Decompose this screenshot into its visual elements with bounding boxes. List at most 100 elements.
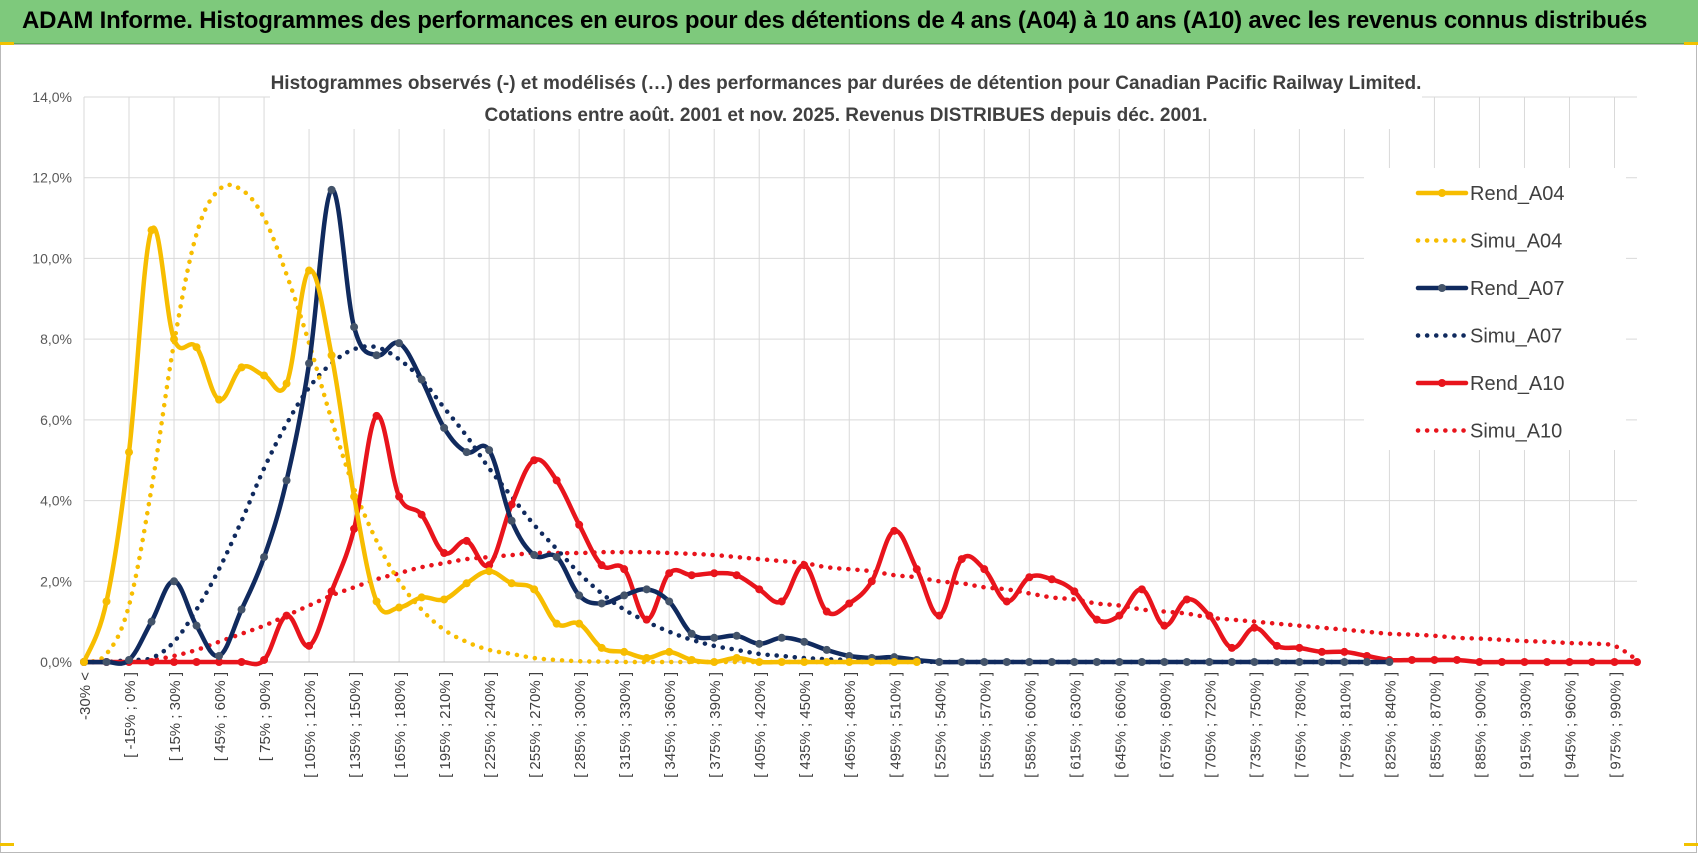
data-point [575, 619, 584, 628]
data-point [980, 565, 989, 574]
data-point [327, 185, 336, 194]
legend-label-Simu_A07: Simu_A07 [1470, 326, 1562, 348]
series-line-Simu_A04 [81, 182, 920, 665]
data-point [440, 423, 449, 432]
data-point [305, 359, 314, 368]
series-Simu_A04 [81, 182, 920, 665]
x-tick-label: [ -15% ; 0% ] [122, 672, 139, 758]
chart-title-background [270, 67, 1422, 129]
data-point [1340, 647, 1349, 656]
x-tick-label: [ 495% ; 510% ] [887, 672, 904, 778]
data-point [822, 645, 831, 654]
data-point [102, 597, 111, 606]
series-Simu_A10 [81, 549, 1640, 665]
y-axis-ticks: 0,0% 2,0% 4,0% 6,0% 8,0% 10,0% 12,0% 14,0% [32, 89, 72, 670]
data-point [710, 658, 719, 666]
data-point [327, 351, 336, 360]
data-point [642, 615, 651, 624]
x-tick-label: [ 165% ; 180% ] [392, 672, 409, 778]
x-tick-label: [ 525% ; 540% ] [932, 672, 949, 778]
data-point [1227, 658, 1236, 666]
x-tick-label: [ 465% ; 480% ] [842, 672, 859, 778]
data-point [1092, 658, 1101, 666]
data-point [350, 524, 359, 533]
data-point [935, 611, 944, 620]
data-point [462, 579, 471, 588]
data-point [1070, 658, 1079, 666]
data-point [507, 579, 516, 588]
legend-marker [1438, 189, 1446, 197]
chart-frame [0, 44, 1697, 853]
x-tick-label: [ 45% ; 60% ] [212, 672, 229, 761]
data-point [80, 658, 88, 666]
data-point [1092, 615, 1101, 624]
data-point [642, 653, 651, 662]
y-tick-label: 14,0% [32, 89, 72, 105]
data-point [102, 658, 111, 666]
x-tick-label: [ 555% ; 570% ] [977, 672, 994, 778]
data-point [237, 605, 246, 614]
y-tick-label: 0,0% [40, 654, 72, 670]
data-point [125, 655, 134, 664]
x-tick-label: [ 765% ; 780% ] [1292, 672, 1309, 778]
y-tick-label: 12,0% [32, 170, 72, 186]
data-point [642, 585, 651, 594]
data-point [1295, 658, 1304, 666]
data-point [552, 619, 561, 628]
data-point [620, 647, 629, 656]
data-point [395, 603, 404, 612]
data-point [417, 510, 426, 519]
data-point [1587, 658, 1596, 666]
data-point [170, 658, 179, 666]
data-point [552, 476, 561, 485]
x-tick-label: [ 15% ; 30% ] [167, 672, 184, 761]
data-point [1362, 658, 1371, 666]
data-point [665, 647, 674, 656]
legend-background [1364, 168, 1626, 450]
data-point [215, 395, 224, 404]
data-point [1002, 597, 1011, 606]
legend-marker [1438, 284, 1446, 292]
data-point [1497, 658, 1506, 666]
data-point [935, 658, 944, 666]
data-point [372, 597, 381, 606]
data-point [777, 597, 786, 606]
legend-marker [1438, 379, 1446, 387]
data-point [282, 379, 291, 388]
x-tick-label: [ 795% ; 810% ] [1337, 672, 1354, 778]
data-point [620, 591, 629, 600]
data-point [665, 569, 674, 578]
data-point [1205, 658, 1214, 666]
data-point [620, 565, 629, 574]
data-point [1227, 643, 1236, 652]
x-tick-label: [ 825% ; 840% ] [1382, 672, 1399, 778]
x-tick-label: [ 345% ; 360% ] [662, 672, 679, 778]
series-line-Rend_A10 [81, 413, 1640, 667]
x-tick-label: [ 945% ; 960% ] [1562, 672, 1579, 778]
data-point [687, 571, 696, 580]
data-point [800, 637, 809, 646]
x-tick-label: [ 255% ; 270% ] [527, 672, 544, 778]
x-tick-label: [ 315% ; 330% ] [617, 672, 634, 778]
corner-marker-bottom-left [0, 843, 14, 846]
data-point [822, 658, 831, 666]
data-point [440, 595, 449, 604]
data-point [147, 226, 156, 235]
data-point [867, 577, 876, 586]
data-point [845, 599, 854, 608]
data-point [912, 565, 921, 574]
data-point [192, 621, 201, 630]
x-tick-label: [ 225% ; 240% ] [482, 672, 499, 778]
data-point [372, 351, 381, 360]
data-point [1115, 611, 1124, 620]
legend-label-Rend_A04: Rend_A04 [1470, 183, 1565, 205]
data-point [1205, 611, 1214, 620]
data-point [1160, 621, 1169, 630]
series-line-Rend_A07 [81, 187, 1392, 666]
data-point [912, 658, 921, 666]
data-point [237, 658, 246, 666]
series-Rend_A10 [80, 411, 1641, 667]
corner-marker-bottom-right [1684, 843, 1698, 846]
data-point [147, 658, 156, 666]
y-tick-label: 10,0% [32, 250, 72, 266]
